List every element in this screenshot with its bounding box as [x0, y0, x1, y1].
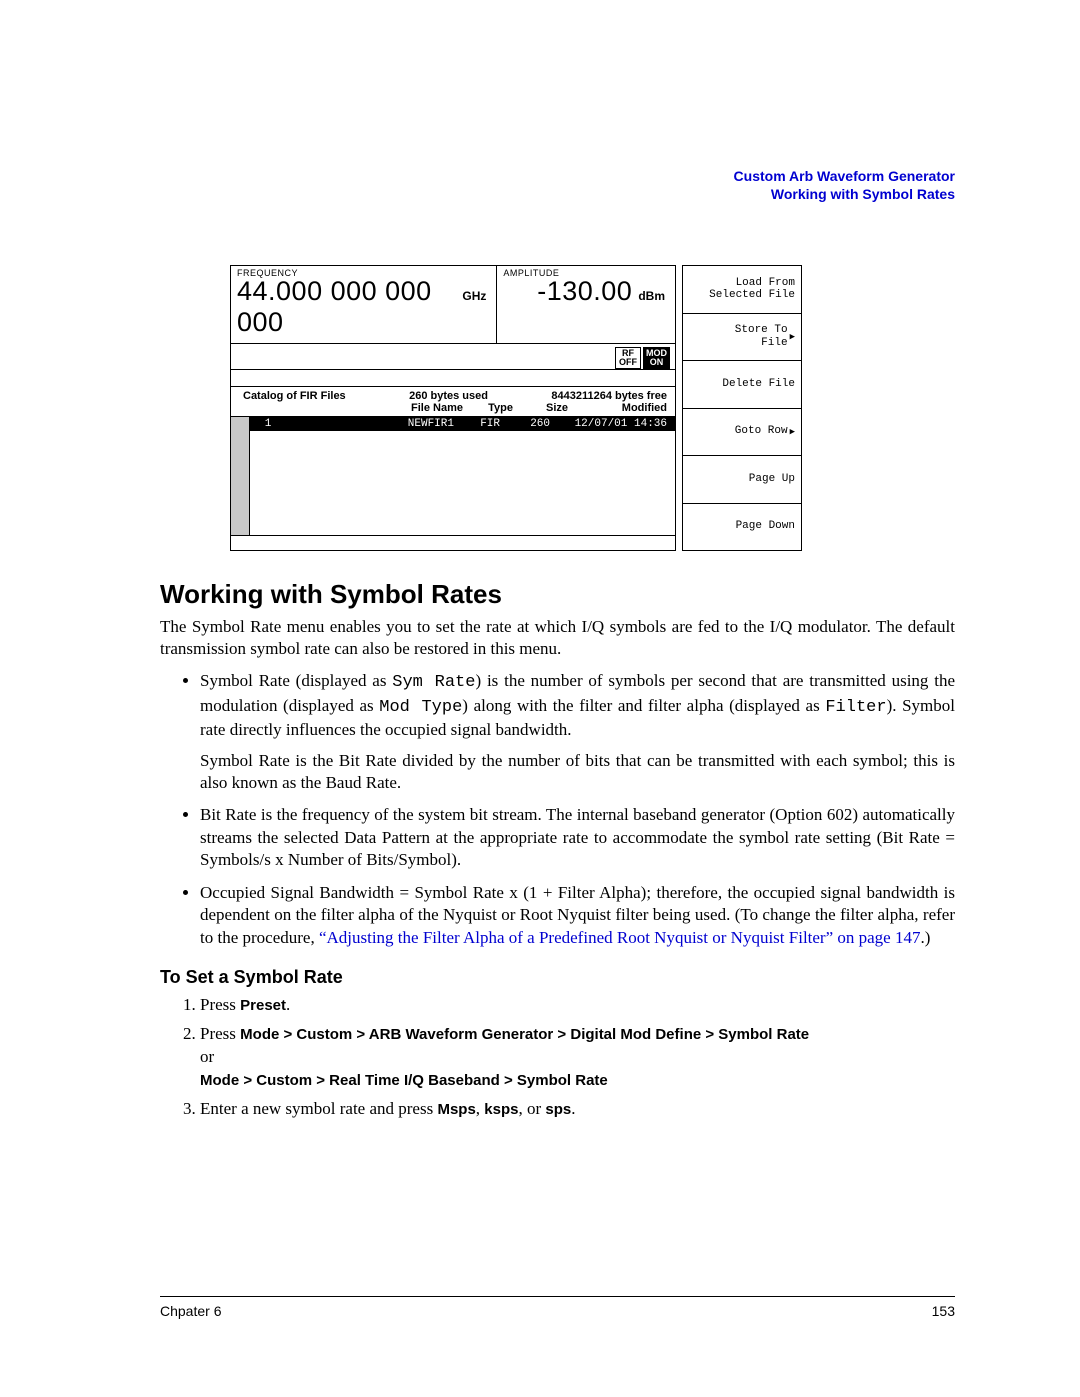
- mod-badge: MOD ON: [643, 347, 670, 369]
- intro-paragraph: The Symbol Rate menu enables you to set …: [160, 616, 955, 660]
- bullet-3: Occupied Signal Bandwidth = Symbol Rate …: [200, 882, 955, 949]
- bullet-1-para2: Symbol Rate is the Bit Rate divided by t…: [200, 750, 955, 795]
- bullet-1: Symbol Rate (displayed as Sym Rate) is t…: [200, 670, 955, 794]
- rf-badge: RF OFF: [615, 347, 641, 369]
- header-line-1: Custom Arb Waveform Generator: [734, 168, 955, 186]
- softkey-load-from-file[interactable]: Load From Selected File: [683, 266, 801, 314]
- instrument-screenshot: FREQUENCY 44.000 000 000 000 GHz AMPLITU…: [230, 265, 802, 551]
- softkey-delete-file[interactable]: Delete File: [683, 361, 801, 409]
- chevron-right-icon: ▶: [790, 427, 795, 437]
- catalog-header: Catalog of FIR Files 260 bytes used 8443…: [231, 387, 675, 402]
- bullet-2: Bit Rate is the frequency of the system …: [200, 804, 955, 871]
- softkey-page-up[interactable]: Page Up: [683, 456, 801, 504]
- catalog-title: Catalog of FIR Files: [243, 390, 346, 402]
- section-heading: Working with Symbol Rates: [160, 579, 955, 610]
- blank-row: [231, 370, 675, 387]
- chevron-right-icon: ▶: [790, 332, 795, 342]
- scroll-gutter[interactable]: [231, 417, 250, 535]
- frequency-box: FREQUENCY 44.000 000 000 000 GHz: [231, 266, 497, 343]
- bottom-bar: [231, 535, 675, 550]
- display-panel: FREQUENCY 44.000 000 000 000 GHz AMPLITU…: [230, 265, 676, 551]
- header-line-2: Working with Symbol Rates: [734, 186, 955, 204]
- bytes-used: 260 bytes used: [409, 390, 488, 402]
- footer-left: Chpater 6: [160, 1303, 221, 1319]
- amplitude-value: -130.00: [537, 276, 632, 307]
- footer-rule: [160, 1296, 955, 1297]
- frequency-unit: GHz: [462, 289, 486, 303]
- bullet-list: Symbol Rate (displayed as Sym Rate) is t…: [160, 670, 955, 949]
- amplitude-unit: dBm: [638, 289, 665, 303]
- xref-link[interactable]: “Adjusting the Filter Alpha of a Predefi…: [319, 928, 921, 947]
- status-row: RF OFF MOD ON: [231, 344, 675, 370]
- step-2: Press Mode > Custom > ARB Waveform Gener…: [200, 1023, 955, 1092]
- softkey-panel: Load From Selected File Store To File▶ D…: [682, 265, 802, 551]
- steps-list: Press Preset. Press Mode > Custom > ARB …: [160, 994, 955, 1121]
- bytes-free: 8443211264 bytes free: [551, 390, 667, 402]
- column-headers: File Name Type Size Modified: [231, 402, 675, 416]
- subheading: To Set a Symbol Rate: [160, 967, 955, 988]
- page-header: Custom Arb Waveform Generator Working wi…: [734, 168, 955, 203]
- softkey-store-to-file[interactable]: Store To File▶: [683, 314, 801, 362]
- footer-right: 153: [932, 1303, 955, 1319]
- softkey-goto-row[interactable]: Goto Row▶: [683, 409, 801, 457]
- frequency-value: 44.000 000 000 000: [237, 276, 456, 338]
- softkey-page-down[interactable]: Page Down: [683, 504, 801, 551]
- page-footer: Chpater 6 153: [160, 1303, 955, 1319]
- amplitude-box: AMPLITUDE -130.00 dBm: [497, 266, 675, 343]
- file-area: 1 NEWFIR1 FIR 260 12/07/01 14:36: [231, 416, 675, 535]
- step-1: Press Preset.: [200, 994, 955, 1017]
- file-row[interactable]: 1 NEWFIR1 FIR 260 12/07/01 14:36: [250, 417, 675, 431]
- step-3: Enter a new symbol rate and press Msps, …: [200, 1098, 955, 1121]
